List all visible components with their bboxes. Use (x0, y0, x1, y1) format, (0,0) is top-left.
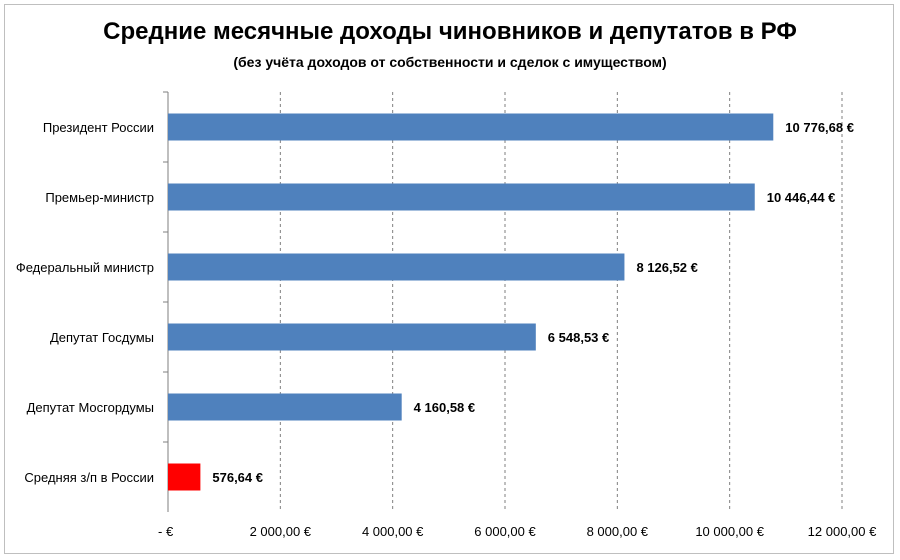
data-label: 576,64 € (212, 470, 263, 485)
data-label: 10 776,68 € (785, 120, 854, 135)
bar (168, 393, 402, 421)
bar (168, 183, 755, 211)
category-label: Средняя з/п в России (24, 470, 154, 485)
x-tick-label: - € (158, 524, 174, 539)
bar (168, 253, 625, 281)
bar (168, 113, 774, 141)
category-label: Депутат Мосгордумы (27, 400, 154, 415)
data-label: 4 160,58 € (414, 400, 475, 415)
bar (168, 323, 536, 351)
category-label: Федеральный министр (16, 260, 154, 275)
x-tick-label: 10 000,00 € (695, 524, 764, 539)
x-tick-label: 6 000,00 € (474, 524, 536, 539)
data-label: 6 548,53 € (548, 330, 609, 345)
category-label: Президент России (43, 120, 154, 135)
data-label: 8 126,52 € (636, 260, 697, 275)
data-label: 10 446,44 € (767, 190, 836, 205)
x-tick-label: 12 000,00 € (808, 524, 877, 539)
chart-title: Средние месячные доходы чиновников и деп… (103, 18, 797, 45)
chart-subtitle: (без учёта доходов от собственности и сд… (233, 54, 667, 70)
x-tick-label: 2 000,00 € (250, 524, 312, 539)
bar (168, 463, 201, 491)
category-label: Премьер-министр (45, 190, 154, 205)
x-tick-label: 8 000,00 € (587, 524, 649, 539)
category-label: Депутат Госдумы (50, 330, 154, 345)
x-tick-label: 4 000,00 € (362, 524, 424, 539)
